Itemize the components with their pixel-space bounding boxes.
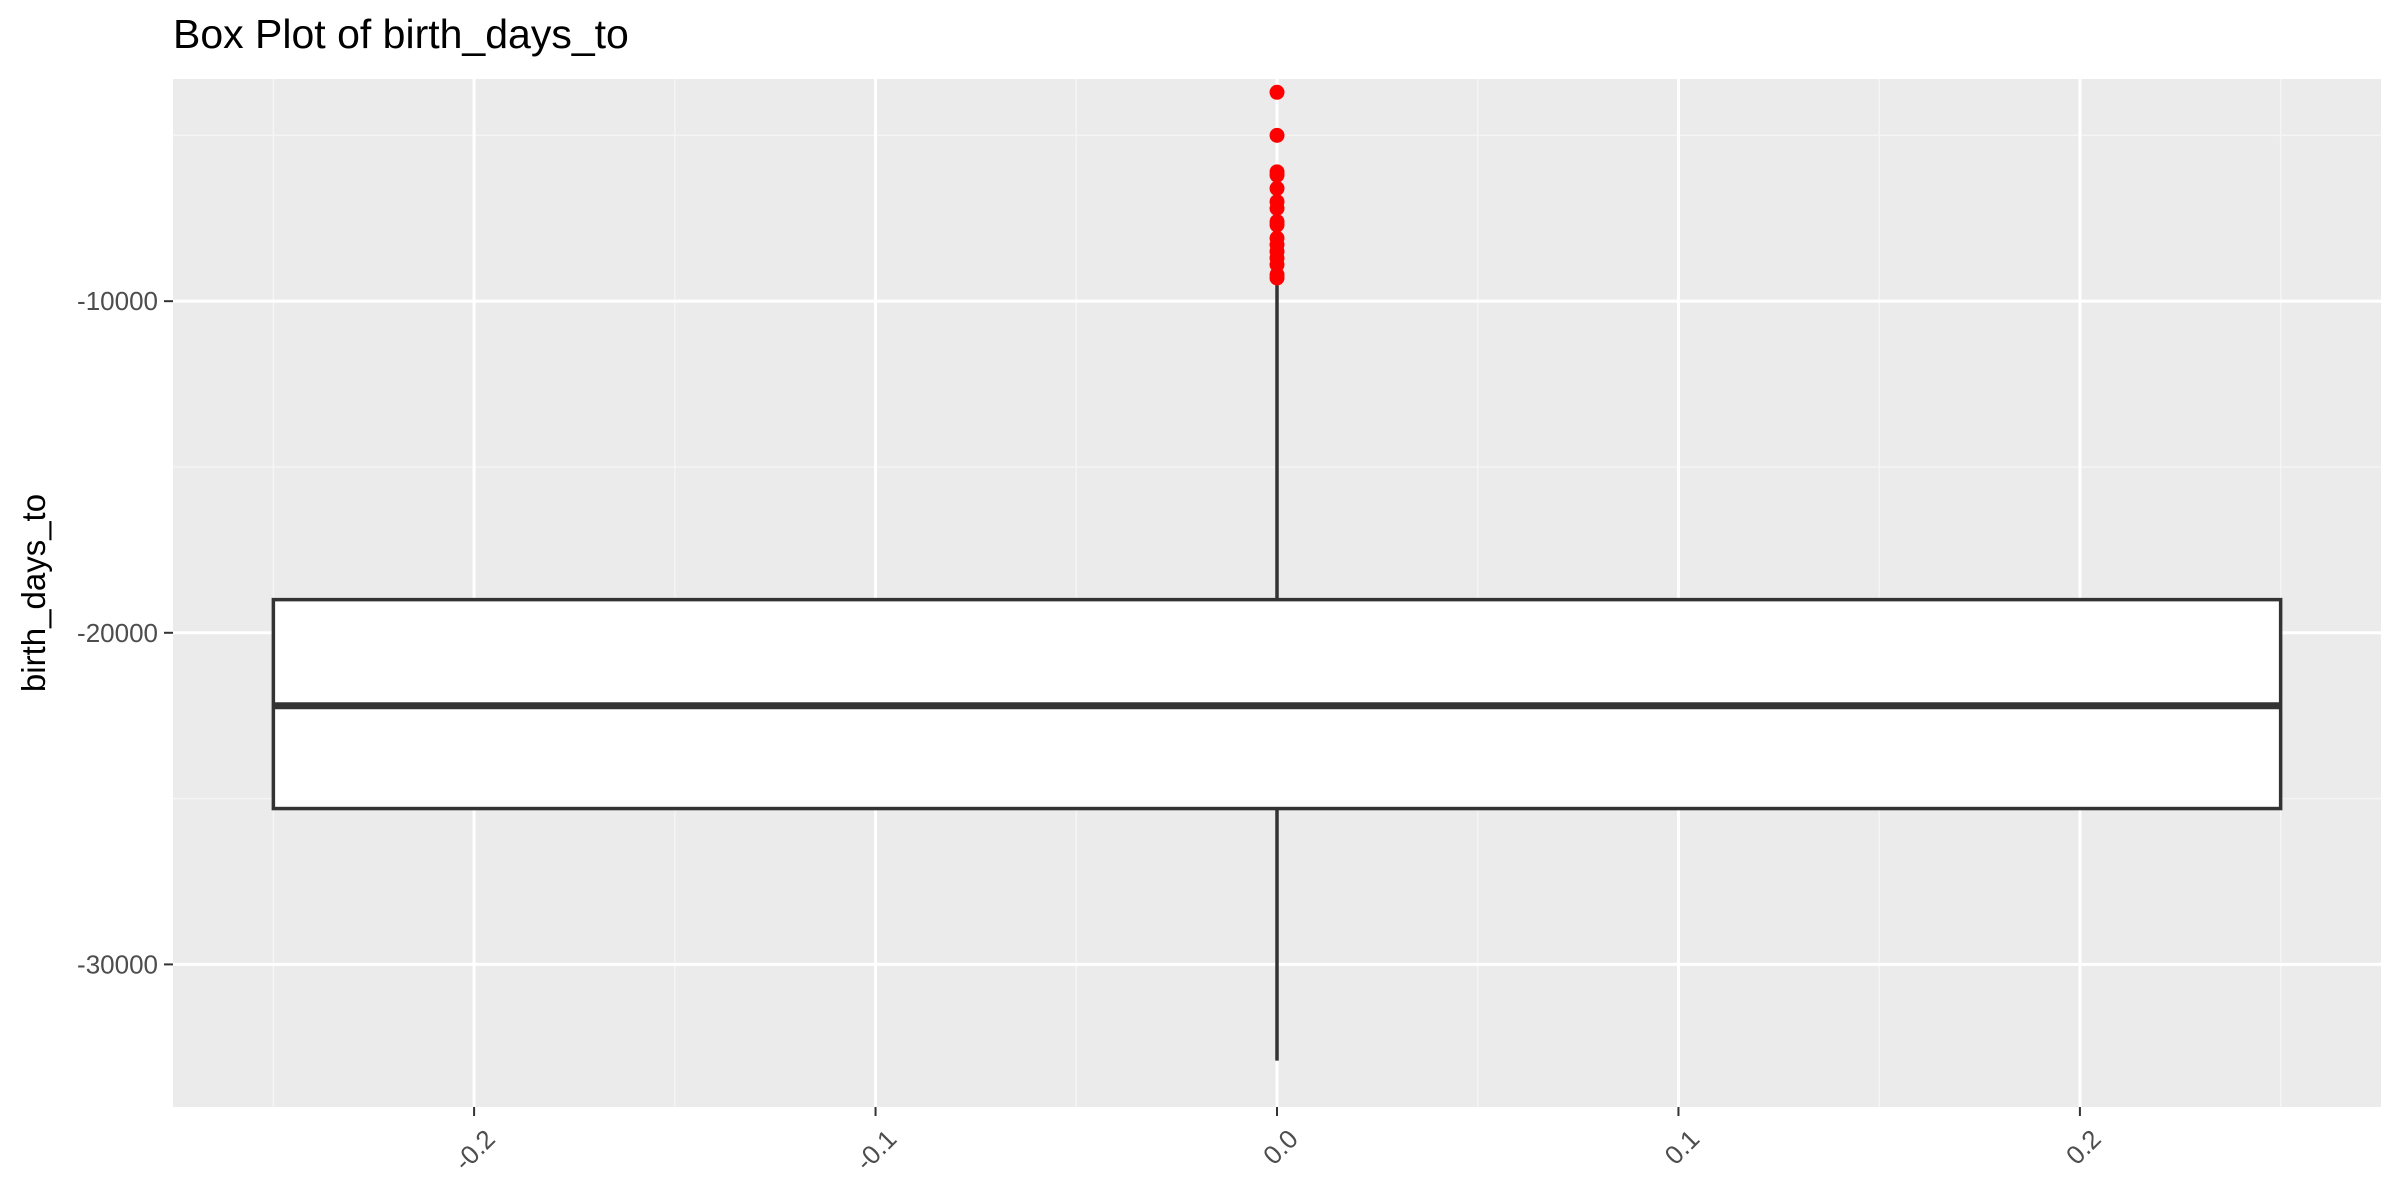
outlier-point (1269, 84, 1285, 100)
y-tick-label: -20000 (77, 618, 158, 648)
outlier-point (1269, 200, 1285, 216)
outlier-point (1269, 127, 1285, 143)
y-tick-label: -10000 (77, 286, 158, 316)
outlier-point (1269, 270, 1285, 286)
chart-title: Box Plot of birth_days_to (173, 11, 629, 57)
outlier-point (1269, 167, 1285, 183)
outlier-point (1269, 217, 1285, 233)
x-tick-label: 0.2 (2060, 1124, 2107, 1171)
y-axis: -10000 -20000 -30000 (77, 286, 173, 979)
y-tick-label: -30000 (77, 949, 158, 979)
outlier-point (1269, 180, 1285, 196)
box-layer (271, 281, 2283, 1061)
outlier-layer (1269, 84, 1285, 286)
x-tick-label: 0.1 (1658, 1124, 1705, 1171)
x-axis: -0.2 -0.1 0.0 0.1 0.2 (448, 1107, 2107, 1177)
x-tick-label: -0.1 (849, 1124, 902, 1177)
x-tick-label: 0.0 (1257, 1124, 1304, 1171)
y-axis-label: birth_days_to (15, 494, 52, 692)
x-tick-label: -0.2 (448, 1124, 501, 1177)
